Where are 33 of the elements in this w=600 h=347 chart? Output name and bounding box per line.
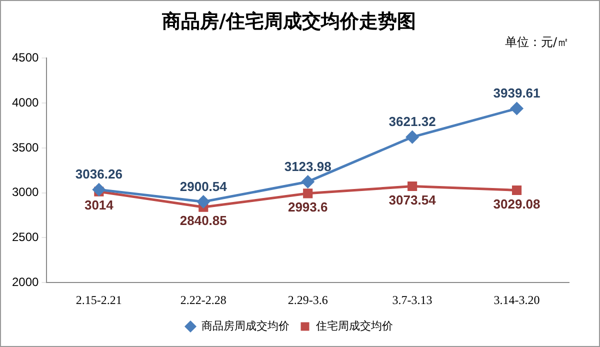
data-label: 3621.32 [388,114,436,130]
point [197,196,210,208]
chart-subtitle: 单位：元/㎡ [504,35,569,50]
point [302,175,314,188]
point [92,183,106,196]
x-tick-label: 3.14-3.20 [494,292,540,307]
x-tick-label: 2.15-2.21 [76,292,122,307]
y-tick-label: 3500 [12,140,40,154]
data-label: 2900.54 [180,178,228,194]
x-tick-label: 2.22-2.28 [180,292,226,307]
data-label: 3036.26 [75,166,122,182]
y-tick-label: 3000 [12,185,40,200]
y-tick-label: 2500 [12,230,40,244]
data-label: 3014 [84,198,114,213]
data-label: 3123.98 [284,158,332,174]
y-tick-label: 4000 [12,95,40,110]
chart-title: 商品房/住宅周成交均价走势图 [161,10,416,32]
data-label: 2840.85 [180,213,227,228]
point [406,130,419,144]
data-label: 2993.6 [288,199,328,214]
data-label: 3073.54 [388,192,437,208]
y-tick-label: 4500 [12,50,40,65]
point [510,102,524,115]
legend-label: 住宅周成交均价 [316,319,393,332]
data-label: 3029.08 [493,196,540,212]
x-tick-label: 3.7-3.13 [392,292,432,307]
x-tick-label: 2.29-3.6 [288,292,328,307]
point [303,188,313,198]
y-tick-label: 2000 [12,274,40,289]
point [408,181,418,192]
legend-label: 商品房周成交均价 [202,319,290,332]
data-label: 3939.61 [493,86,540,101]
point [512,185,522,196]
